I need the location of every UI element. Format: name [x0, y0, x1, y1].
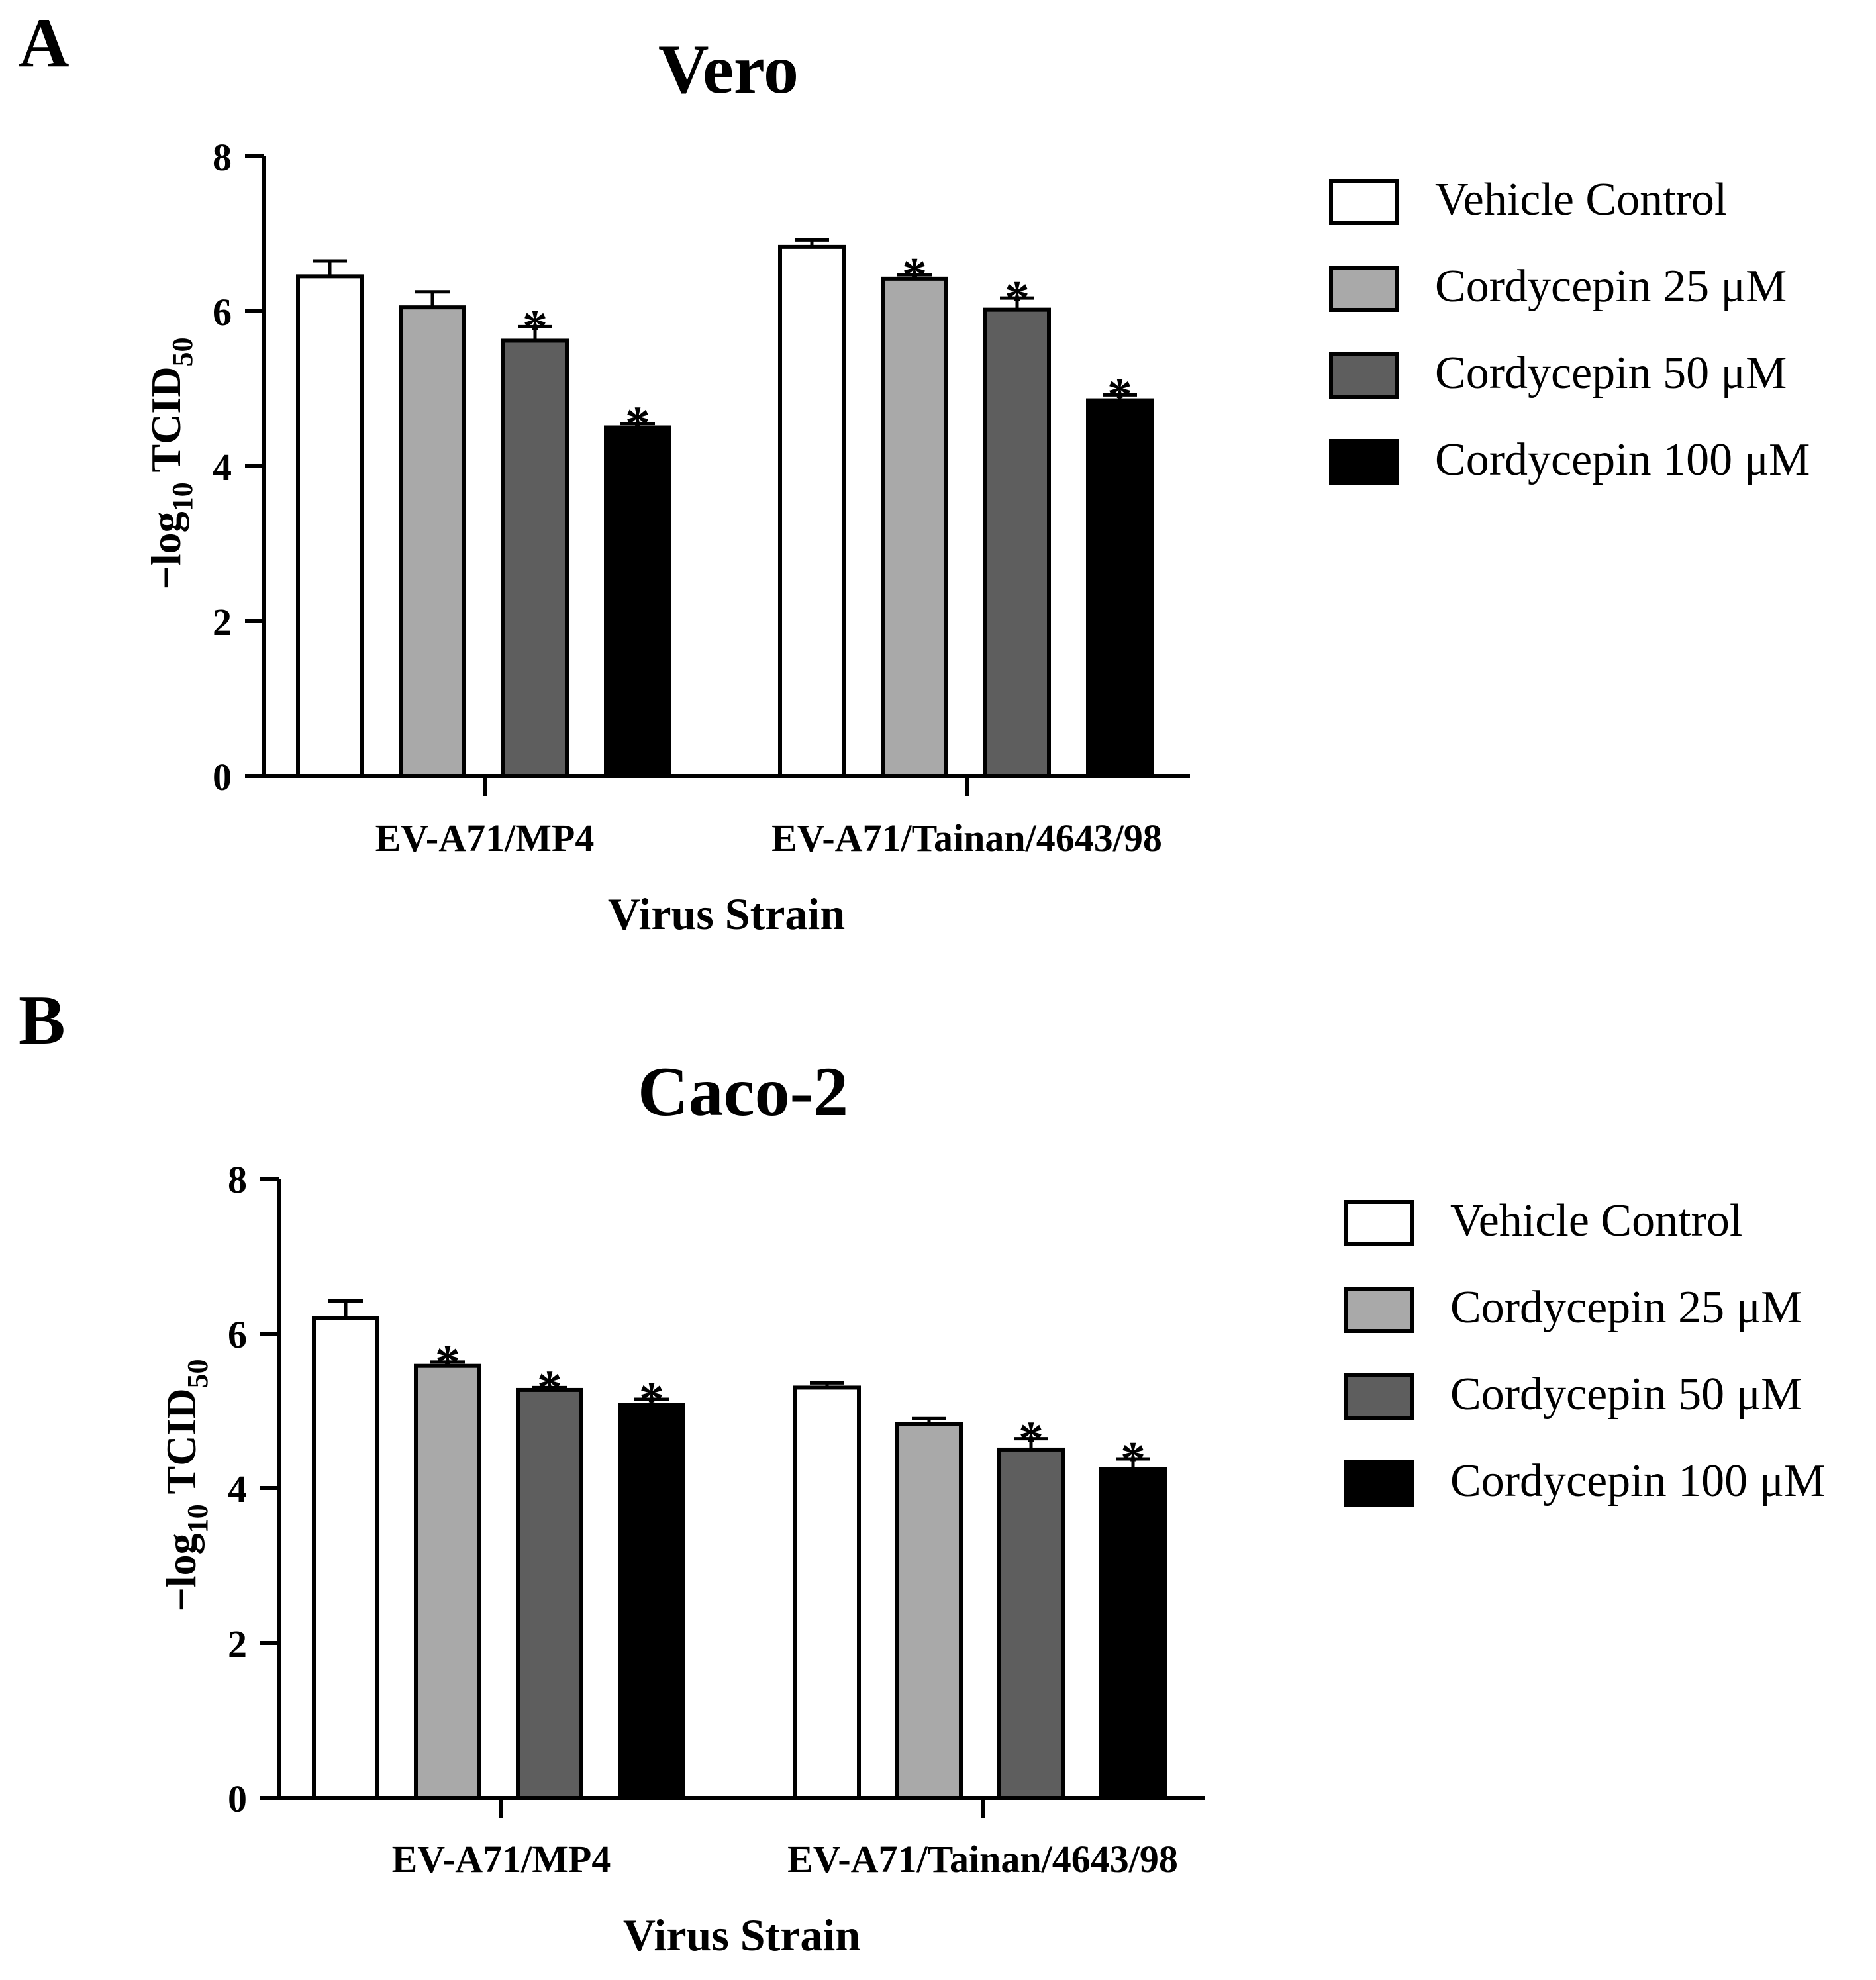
bar-100um-group-2: [1099, 1467, 1167, 1801]
y-tick-label: 4: [228, 1467, 247, 1510]
y-tick-label: 2: [213, 601, 232, 644]
bar-25um-group-1: [414, 1363, 481, 1800]
panel-label-b: B: [19, 981, 66, 1059]
x-category-label: EV-A71/MP4: [375, 817, 595, 860]
significance-asterisk: *: [1018, 1412, 1044, 1467]
bar-vehicle-group-1: [296, 274, 364, 779]
bar-vehicle-group-2: [793, 1385, 861, 1800]
significance-asterisk: *: [625, 397, 650, 452]
legend-swatch-100um: [1329, 439, 1399, 485]
x-axis-label-b: Virus Strain: [623, 1910, 860, 1960]
y-tick-label: 0: [213, 756, 232, 799]
y-ticks-a: 0 2 4 6 8: [213, 136, 264, 799]
bar-vehicle-group-2: [778, 244, 846, 778]
significance-asterisk: *: [435, 1335, 460, 1391]
y-tick-label: 6: [213, 291, 232, 334]
legend-swatch-100um: [1344, 1460, 1414, 1507]
bars-b: * * * * *: [312, 1299, 1167, 1801]
legend-swatch-50um: [1344, 1373, 1414, 1420]
significance-asterisk: *: [522, 299, 548, 355]
legend-swatch-25um: [1344, 1287, 1414, 1333]
x-axis-label-a: Virus Strain: [608, 889, 845, 939]
significance-asterisk: *: [902, 248, 927, 303]
significance-asterisk: *: [537, 1360, 562, 1416]
x-category-label: EV-A71/Tainan/4643/98: [771, 817, 1162, 860]
bar-50um-group-1: [501, 338, 569, 778]
significance-asterisk: *: [1107, 368, 1132, 423]
bar-25um-group-2: [881, 276, 948, 778]
legend-swatch-50um: [1329, 352, 1399, 399]
bar-100um-group-1: [604, 425, 671, 778]
bar-25um-group-2: [895, 1422, 963, 1801]
panel-label-a: A: [19, 4, 70, 81]
y-tick-label: 6: [228, 1313, 247, 1356]
bars-a: * * * * *: [296, 238, 1154, 779]
legend-a: Vehicle Control Cordycepin 25 μM Cordyce…: [1329, 174, 1810, 485]
legend-swatch-25um: [1329, 266, 1399, 312]
bar-100um-group-1: [618, 1403, 685, 1800]
y-tick-label: 0: [228, 1777, 247, 1820]
panel-a: A Vero −log10 TCID50 0 2 4 6 8 EV-A71/MP…: [19, 4, 1810, 939]
legend-swatch-vehicle: [1329, 179, 1399, 225]
significance-asterisk: *: [639, 1372, 664, 1428]
bar-50um-group-2: [983, 307, 1051, 779]
chart-title-vero: Vero: [658, 30, 799, 108]
legend-label: Vehicle Control: [1450, 1195, 1742, 1246]
bar-50um-group-2: [997, 1447, 1065, 1800]
legend-b: Vehicle Control Cordycepin 25 μM Cordyce…: [1344, 1195, 1825, 1507]
legend-label: Cordycepin 25 μM: [1450, 1282, 1802, 1333]
panel-b: B Caco-2 −log10 TCID50 0 2 4 6 8 EV-A71/…: [19, 981, 1825, 1960]
bar-50um-group-1: [516, 1387, 583, 1800]
legend-label: Cordycepin 100 μM: [1450, 1456, 1825, 1507]
bar-vehicle-group-1: [312, 1316, 379, 1800]
y-axis-label-a: −log10 TCID50: [142, 337, 199, 589]
y-tick-label: 2: [228, 1622, 247, 1665]
legend-label: Cordycepin 25 μM: [1435, 261, 1787, 312]
y-ticks-b: 0 2 4 6 8: [228, 1158, 279, 1820]
legend-swatch-vehicle: [1344, 1200, 1414, 1246]
significance-asterisk: *: [1005, 271, 1030, 326]
significance-asterisk: *: [1120, 1432, 1146, 1487]
bar-100um-group-2: [1086, 398, 1154, 778]
legend-label: Vehicle Control: [1435, 174, 1727, 225]
x-category-label: EV-A71/Tainan/4643/98: [787, 1838, 1178, 1881]
y-tick-label: 8: [213, 136, 232, 179]
y-axis-label-b: −log10 TCID50: [158, 1359, 214, 1611]
chart-title-caco2: Caco-2: [638, 1053, 848, 1130]
x-category-label: EV-A71/MP4: [392, 1838, 611, 1881]
legend-label: Cordycepin 50 μM: [1435, 348, 1787, 399]
bar-25um-group-1: [399, 305, 466, 778]
legend-label: Cordycepin 50 μM: [1450, 1369, 1802, 1420]
y-tick-label: 8: [228, 1158, 247, 1201]
y-tick-label: 4: [213, 446, 232, 489]
legend-label: Cordycepin 100 μM: [1435, 434, 1810, 485]
